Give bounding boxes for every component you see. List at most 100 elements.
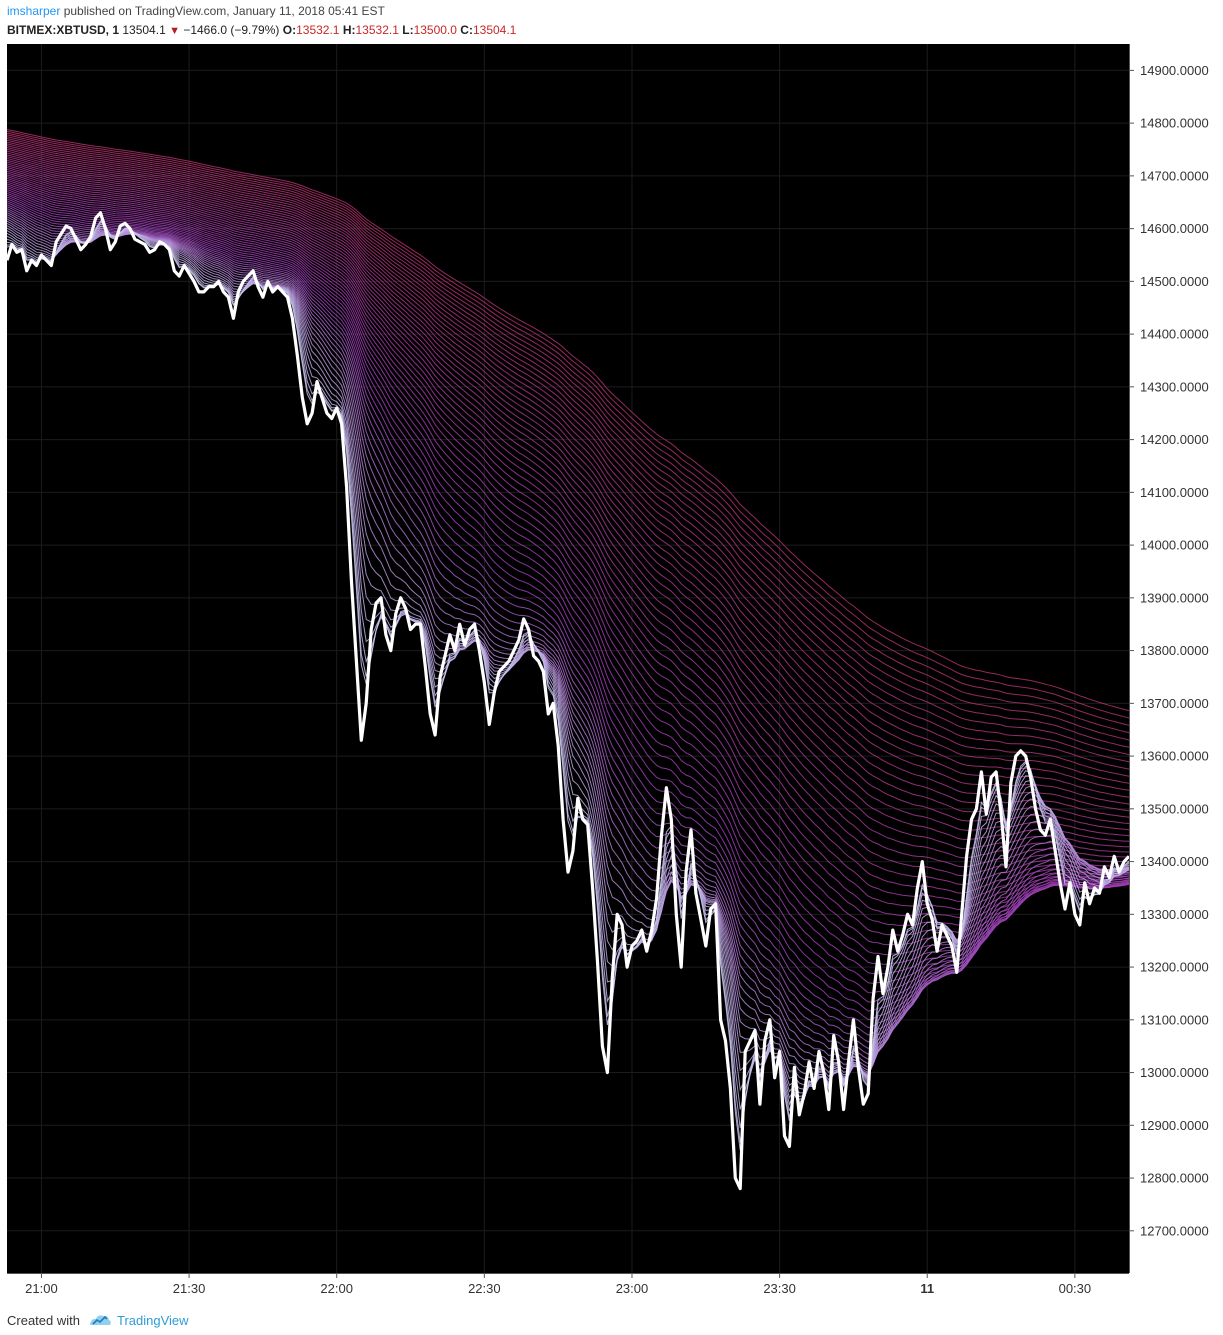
footer: Created with TradingView <box>0 1304 1223 1335</box>
ema-line <box>7 163 1130 842</box>
ema-line <box>7 210 1130 1055</box>
ema-line <box>7 129 1130 712</box>
chart-header: imsharper published on TradingView.com, … <box>0 0 1223 44</box>
low-value: 13500.0 <box>413 23 457 37</box>
price-axis-label: 13600.0000 <box>1140 749 1209 764</box>
price-axis-label: 13500.0000 <box>1140 801 1209 816</box>
price-line <box>7 211 1131 1191</box>
price-change: −1466.0 (−9.79%) <box>183 23 280 37</box>
symbol-name[interactable]: BITMEX:XBTUSD, 1 <box>7 23 120 37</box>
tradingview-brand-link[interactable]: TradingView <box>117 1313 189 1328</box>
ema-line <box>7 165 1130 850</box>
price-axis-label: 13300.0000 <box>1140 907 1209 922</box>
time-axis-label: 23:30 <box>763 1281 796 1296</box>
ema-line <box>7 208 1130 1049</box>
time-axis-label: 21:00 <box>25 1281 58 1296</box>
time-axis-label: 00:30 <box>1059 1281 1092 1296</box>
ema-line <box>7 178 1130 911</box>
price-axis-label: 13900.0000 <box>1140 590 1209 605</box>
down-arrow-icon: ▼ <box>169 25 180 37</box>
ema-line <box>7 176 1130 902</box>
ema-line <box>7 159 1130 831</box>
price-axis-label: 14800.0000 <box>1140 116 1209 131</box>
author-link[interactable]: imsharper <box>7 4 61 18</box>
price-axis-label: 13400.0000 <box>1140 854 1209 869</box>
price-axis-label: 14000.0000 <box>1140 538 1209 553</box>
price-axis: 12700.0000 12800.0000 12900.0000 13000.0000… <box>1129 44 1216 1304</box>
price-axis-label: 13000.0000 <box>1140 1065 1209 1080</box>
ema-line <box>7 134 1130 734</box>
ema-line <box>7 218 1130 1071</box>
symbol-legend: BITMEX:XBTUSD, 1 13504.1 ▼ −1466.0 (−9.7… <box>7 23 516 37</box>
high-label: H: <box>342 23 356 37</box>
price-axis-label: 14400.0000 <box>1140 327 1209 342</box>
ema-line <box>7 158 1130 824</box>
price-axis-label: 13700.0000 <box>1140 696 1209 711</box>
ema-ribbon <box>7 129 1130 1151</box>
ema-line <box>7 152 1130 805</box>
price-axis-label: 14900.0000 <box>1140 63 1209 78</box>
tradingview-logo-icon[interactable] <box>88 1312 112 1328</box>
ema-line <box>7 145 1130 777</box>
ema-line <box>7 161 1130 837</box>
time-axis-label: 23:00 <box>616 1281 649 1296</box>
price-chart[interactable]: 12700.0000 12800.0000 12900.0000 13000.0000… <box>7 44 1216 1304</box>
last-price: 13504.1 <box>122 23 166 37</box>
ema-line <box>7 139 1130 756</box>
ema-line <box>7 206 1130 1043</box>
close-label: C: <box>460 23 473 37</box>
ema-line <box>7 185 1130 946</box>
time-axis-label: 21:30 <box>173 1281 206 1296</box>
ema-line <box>7 143 1130 770</box>
price-axis-label: 12800.0000 <box>1140 1171 1209 1186</box>
price-axis-background <box>1129 44 1216 1304</box>
close-value: 13504.1 <box>472 23 517 37</box>
ema-line <box>7 192 1130 984</box>
ema-line <box>7 222 1130 1078</box>
chart-container[interactable]: 12700.0000 12800.0000 12900.0000 13000.0000… <box>7 44 1216 1304</box>
price-axis-label: 14200.0000 <box>1140 432 1209 447</box>
ema-line <box>7 170 1130 877</box>
ema-line <box>7 154 1130 812</box>
ema-line <box>7 191 1130 975</box>
ema-line <box>7 130 1130 719</box>
ema-line <box>7 174 1130 894</box>
price-axis-label: 13100.0000 <box>1140 1012 1209 1027</box>
ema-line <box>7 179 1130 918</box>
ema-line <box>7 150 1130 798</box>
ema-line <box>7 220 1130 1074</box>
time-axis-label: 22:00 <box>320 1281 353 1296</box>
ema-line <box>7 132 1130 726</box>
ema-line <box>7 141 1130 763</box>
ema-line <box>7 168 1129 868</box>
price-axis-label: 14100.0000 <box>1140 485 1209 500</box>
price-axis-label: 14500.0000 <box>1140 274 1209 289</box>
created-with-text: Created with <box>7 1313 80 1328</box>
ema-line <box>7 194 1130 994</box>
ema-line <box>7 172 1130 886</box>
ema-line <box>7 147 1130 784</box>
ema-line <box>7 214 1130 1065</box>
price-axis-label: 14300.0000 <box>1140 379 1209 394</box>
price-axis-label: 14700.0000 <box>1140 168 1209 183</box>
ema-line <box>7 212 1130 1060</box>
high-value: 13532.1 <box>355 23 399 37</box>
time-axis-background <box>7 1273 1129 1304</box>
ema-line <box>7 225 1130 1110</box>
ema-line <box>7 156 1130 818</box>
ema-line <box>7 216 1130 1068</box>
time-axis-label: 11 <box>920 1281 934 1296</box>
price-axis-label: 13200.0000 <box>1140 960 1209 975</box>
price-axis-label: 13800.0000 <box>1140 643 1209 658</box>
ema-line <box>7 136 1130 741</box>
ema-line <box>7 138 1130 748</box>
ema-line <box>7 187 1130 956</box>
price-axis-label: 12900.0000 <box>1140 1118 1209 1133</box>
time-axis-label: 22:30 <box>468 1281 501 1296</box>
ema-line <box>7 148 1130 791</box>
publish-info: imsharper published on TradingView.com, … <box>7 4 385 18</box>
ema-line <box>7 167 1130 859</box>
price-axis-label: 14600.0000 <box>1140 221 1209 236</box>
low-label: L: <box>402 23 414 37</box>
open-value: 13532.1 <box>296 23 340 37</box>
